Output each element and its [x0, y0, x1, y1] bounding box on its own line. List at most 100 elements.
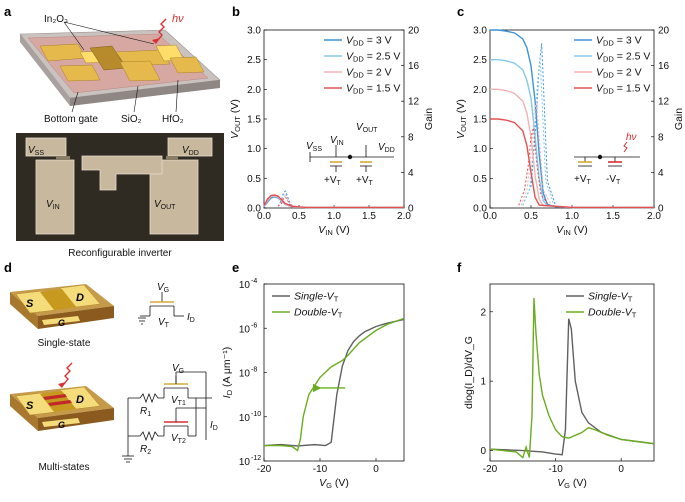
legend-label-1: VDD = 2.5 V: [346, 51, 400, 64]
y-tick-label: 10: [239, 280, 251, 291]
y2-tick-label: 12: [658, 97, 670, 108]
x-tick-label: 2.0: [647, 211, 661, 222]
y-tick-label: 0.0: [473, 204, 487, 215]
single-id: ID: [187, 312, 195, 324]
x-axis-label: VG (V): [319, 477, 349, 490]
y-tick-label: 0.0: [247, 204, 261, 215]
multi-vt1: VT1: [171, 395, 186, 407]
gain-line-3: [518, 127, 550, 206]
x-tick-label: 0.0: [257, 211, 271, 222]
y-axis-label: VOUT (V): [229, 99, 242, 139]
y-tick-exponent: -10: [251, 411, 261, 418]
caption-reconfigurable-inverter: Reconfigurable inverter: [68, 248, 172, 259]
legend-label-1: VDD = 2.5 V: [596, 51, 650, 64]
y2-tick-label: 16: [658, 61, 670, 72]
gain-line-1: [522, 56, 555, 206]
gain-line-2: [520, 101, 552, 206]
legend-label-0: VDD = 3 V: [596, 35, 642, 48]
inset-c-vt1: +VT: [574, 174, 592, 186]
multi-r1: R1: [140, 406, 151, 418]
y-tick-label: 0: [480, 446, 486, 457]
y-tick-label: 2.0: [473, 85, 487, 96]
panel-d: d S D G Single-state VG VT: [4, 260, 218, 473]
gain-line-0: [277, 190, 296, 208]
inset-b-vt2: +VT: [356, 175, 374, 187]
multi-label-s: S: [26, 400, 34, 412]
x-tick-label: -10: [313, 464, 328, 475]
inset-b-vin: VIN: [330, 135, 344, 147]
y2-tick-label: 20: [408, 26, 420, 37]
x-tick-label: 1.5: [606, 211, 620, 222]
x-axis-label: VIN (V): [318, 224, 349, 237]
x-tick-label: 1.5: [362, 211, 376, 222]
legend-label-0: Single-VT: [294, 291, 339, 304]
legend-label-0: Single-VT: [588, 291, 633, 304]
inset-b-vdd: VDD: [378, 142, 395, 154]
y-tick-label: 1.0: [247, 144, 261, 155]
y-tick-label: 3.0: [247, 26, 261, 37]
y2-tick-label: 16: [408, 61, 420, 72]
inset-circuit-c: [574, 141, 640, 167]
panel-c: c 0.0 0.5 1.0 1.5 2.0 0.0 0.5 1.0 1.5 2.0 2.5 3.0 0 4…: [455, 4, 685, 237]
x-tick-label: -20: [257, 464, 272, 475]
multi-r2: R2: [140, 444, 151, 456]
y-tick-label: 2.0: [247, 85, 261, 96]
chart-f: -20 -10 0 0 1 2 VG (V) dlog(I_D)/dV_G Single-VT D…: [463, 283, 655, 490]
inset-c-vt2: -VT: [606, 174, 621, 186]
label-sio2: SiO₂: [121, 114, 142, 125]
label-hv: hν: [172, 13, 184, 25]
label-vdd: VDD: [182, 145, 199, 157]
panel-a: a In₂O₃ hν Bottom g: [4, 4, 224, 259]
label-in2o3: In₂O₃: [44, 14, 68, 25]
y-tick-label: 0.5: [473, 174, 487, 185]
x-tick-label: 2.0: [397, 211, 411, 222]
panel-label-b: b: [232, 4, 240, 19]
label-hfo2: HfO₂: [162, 114, 184, 125]
inset-circuit-b: [309, 145, 394, 172]
label-bottom-gate: Bottom gate: [44, 114, 98, 125]
panel-label-c: c: [457, 4, 464, 19]
inset-c-hv: hν: [626, 132, 637, 143]
legend-label-3: VDD = 1.5 V: [346, 83, 400, 96]
panel-label-a: a: [4, 4, 12, 19]
y-tick-label: 1: [480, 377, 486, 388]
y2-tick-label: 12: [408, 97, 420, 108]
y-tick-label: 1.5: [247, 115, 261, 126]
inset-b-vout: VOUT: [356, 122, 378, 134]
single-vg: VG: [157, 282, 169, 294]
x-tick-label: 1.0: [565, 211, 579, 222]
x-tick-label: 0.5: [292, 211, 306, 222]
multi-vg: VG: [172, 363, 184, 375]
series-line-3: [490, 118, 654, 209]
micrograph: [16, 133, 224, 241]
light-squiggle-icon: [63, 362, 73, 385]
legend-label-1: Double-VT: [588, 307, 637, 320]
x-axis-label: VIN (V): [556, 224, 587, 237]
series-line-0: [263, 318, 405, 447]
series-line-1: [264, 317, 405, 452]
series-line-2: [490, 88, 654, 209]
y-tick-exponent: -6: [251, 322, 257, 329]
y2-tick-label: 4: [658, 168, 664, 179]
chart-c: 0.0 0.5 1.0 1.5 2.0 0.0 0.5 1.0 1.5 2.0 2.5 3.0 0 4 8 1…: [455, 26, 685, 238]
gain-line-3: [277, 196, 296, 208]
panel-b: b 0.0 0.5 1.0 1.5 2.0 0.0 0.5 1.0 1.5 2.0 2.5 3.0 0 4…: [229, 4, 435, 237]
light-squiggle-icon: [157, 18, 167, 41]
inset-b-vss: VSS: [306, 141, 322, 153]
y-axis-label: ID (A μm⁻¹): [221, 347, 234, 398]
y-tick-label: 10: [239, 324, 251, 335]
y-tick-label: 2.5: [473, 55, 487, 66]
caption-multi-states: Multi-states: [38, 462, 89, 473]
y-tick-label: 3.0: [473, 26, 487, 37]
device-illustration: [19, 18, 221, 113]
single-state-device: [10, 284, 114, 329]
multi-state-device: [10, 362, 114, 431]
multi-vt2: VT2: [171, 433, 186, 445]
legend-label-1: Double-VT: [294, 307, 343, 320]
y-tick-label: 2.5: [247, 55, 261, 66]
inset-b-vt1: +VT: [324, 175, 342, 187]
multi-circuit: [122, 371, 212, 463]
x-axis-label: VG (V): [557, 477, 587, 490]
label-vout: VOUT: [154, 199, 176, 211]
series-line-3: [263, 194, 404, 209]
